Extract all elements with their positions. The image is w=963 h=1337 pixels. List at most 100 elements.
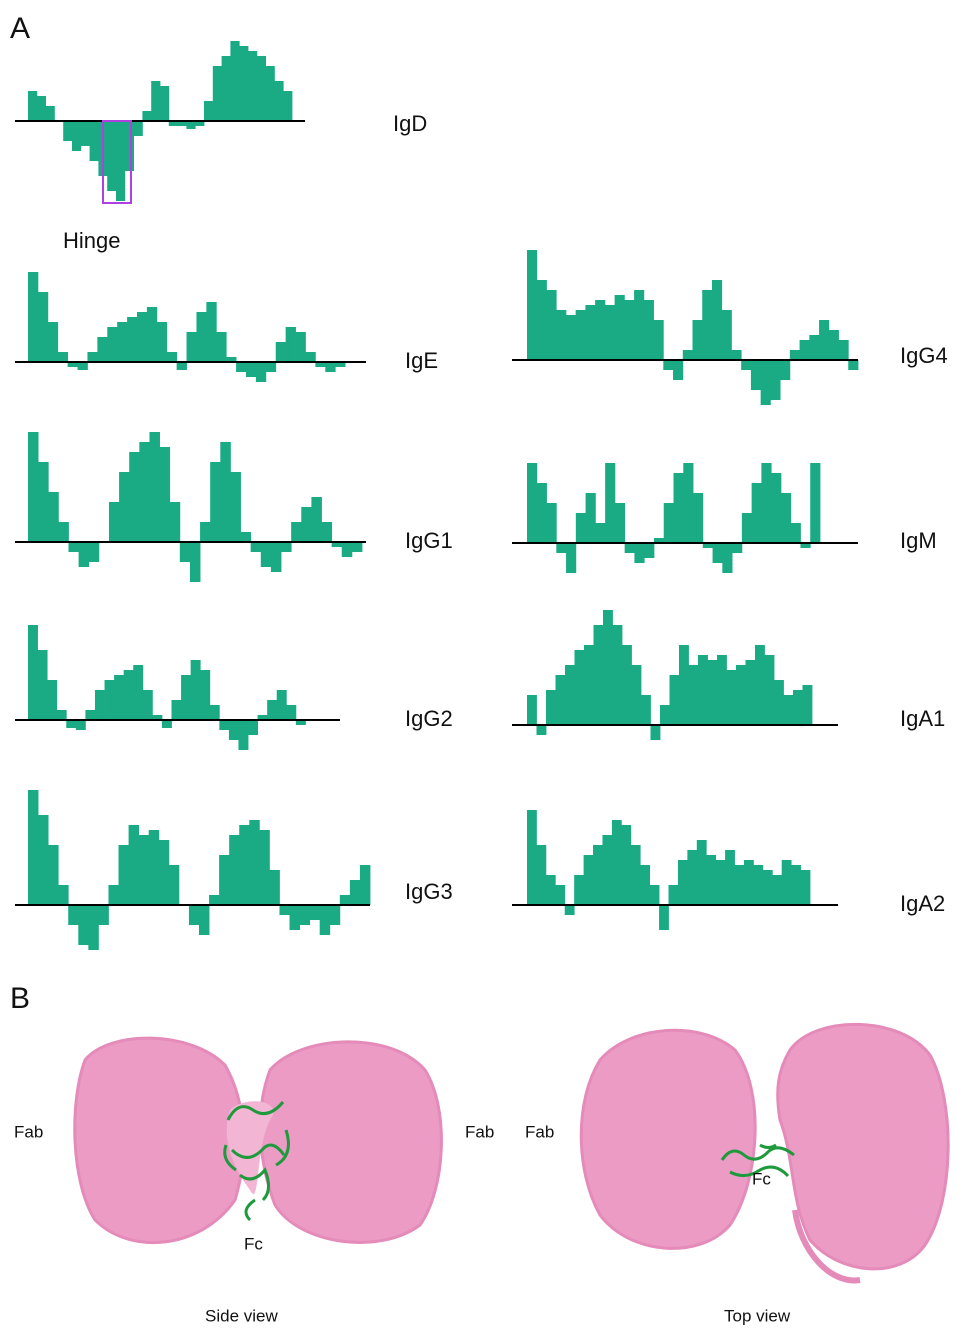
profile-bar [68, 542, 79, 552]
profile-bar [219, 855, 229, 905]
profile-bar [342, 542, 353, 557]
profile-bar [634, 290, 644, 360]
profile-bar [291, 522, 302, 542]
profile-bar [537, 725, 547, 735]
profile-bar [660, 705, 670, 725]
profile-bar [793, 690, 803, 725]
profile-bar [716, 860, 726, 905]
profile-label: IgA2 [900, 891, 945, 916]
profile-bar [702, 290, 712, 360]
top-view-structure [581, 1024, 948, 1280]
profile-bar [249, 820, 259, 905]
profile-bar [713, 543, 723, 563]
profile-bar [267, 700, 277, 720]
profile-bar [689, 665, 699, 725]
profile-bar [76, 720, 86, 730]
profile-bar [57, 710, 67, 720]
profile-bar [697, 840, 707, 905]
profile-bar [644, 543, 654, 558]
profile-bar [311, 497, 322, 542]
profile-bar [536, 845, 546, 905]
profile-bar [784, 695, 794, 725]
profile-bar [605, 305, 615, 360]
profile-bar [848, 360, 858, 370]
profile-bar [133, 665, 143, 720]
profile-bar [206, 302, 216, 362]
profile-bar [271, 542, 282, 572]
profile-bar [167, 352, 177, 362]
profile-label: IgA1 [900, 706, 945, 731]
profile-bar [782, 860, 792, 905]
profile-bar [744, 860, 754, 905]
profile-bar [537, 280, 547, 360]
profile-bar [576, 310, 586, 360]
profile-bar [139, 835, 149, 905]
profile-bar [829, 330, 839, 360]
profile-bar [199, 905, 209, 935]
profile-label: IgG1 [405, 528, 453, 553]
profile-bar [230, 472, 241, 542]
profile-bar [761, 360, 771, 405]
profile-bar [177, 362, 187, 370]
fc-label: Fc [244, 1234, 263, 1253]
profile-bar [276, 342, 286, 362]
profile-bar [678, 860, 688, 905]
profile-bar [229, 835, 239, 905]
profile-bar [149, 830, 159, 905]
profile-bar [810, 463, 820, 543]
profile-bar [320, 905, 330, 935]
profile-bar [219, 720, 229, 730]
profile-bar [28, 272, 38, 362]
hinge-label: Hinge [63, 228, 120, 253]
profile-bar [565, 905, 575, 915]
profile-bar [717, 655, 727, 725]
side-view-structure [75, 1038, 442, 1242]
profile-bar [555, 885, 565, 905]
profile-bar [755, 645, 765, 725]
profile-bar [46, 106, 55, 121]
profile-bar [350, 880, 360, 905]
page: {"panel_a": {"label": "A", "hinge_label"… [0, 0, 963, 1332]
profile-bar [105, 680, 115, 720]
profile-bar [741, 360, 751, 370]
profile-bar [149, 432, 160, 542]
profile-bar [693, 493, 703, 543]
profile-bar [527, 463, 537, 543]
profile-bar [706, 855, 716, 905]
profile-bar [269, 870, 279, 905]
profile-bar [266, 362, 276, 372]
profile-bar [546, 690, 556, 725]
profile-bar [809, 335, 819, 360]
profile-bar [586, 493, 596, 543]
profile-bar [556, 675, 566, 725]
profile-bar [204, 101, 213, 121]
profile-bar [81, 121, 90, 146]
profile-bar [28, 91, 37, 121]
profile-bar [613, 625, 623, 725]
profile-bar [180, 542, 191, 562]
profile-bar [352, 542, 363, 552]
profile-bar [283, 91, 292, 121]
profile-bar [38, 462, 49, 542]
profile-bar [72, 121, 81, 151]
profile-bar [142, 111, 151, 121]
profile-bar [527, 250, 537, 360]
profile-bar [575, 650, 585, 725]
profile-bar [230, 41, 239, 121]
profile-bar [88, 905, 98, 950]
profile-bar [791, 523, 801, 543]
profile-bar [248, 720, 258, 735]
profile-bar [38, 650, 48, 720]
profile-bar [172, 700, 182, 720]
profile-bar [650, 885, 660, 905]
profile-bar [322, 522, 333, 542]
profile-bar [137, 312, 147, 362]
profile-bar [546, 875, 556, 905]
profile-bar [266, 66, 275, 121]
profile-bar [274, 81, 283, 121]
profile-bar [28, 625, 38, 720]
profile-bar [641, 695, 651, 725]
profile-bar [213, 66, 222, 121]
profile-bar [95, 690, 105, 720]
profile-bar [679, 645, 689, 725]
